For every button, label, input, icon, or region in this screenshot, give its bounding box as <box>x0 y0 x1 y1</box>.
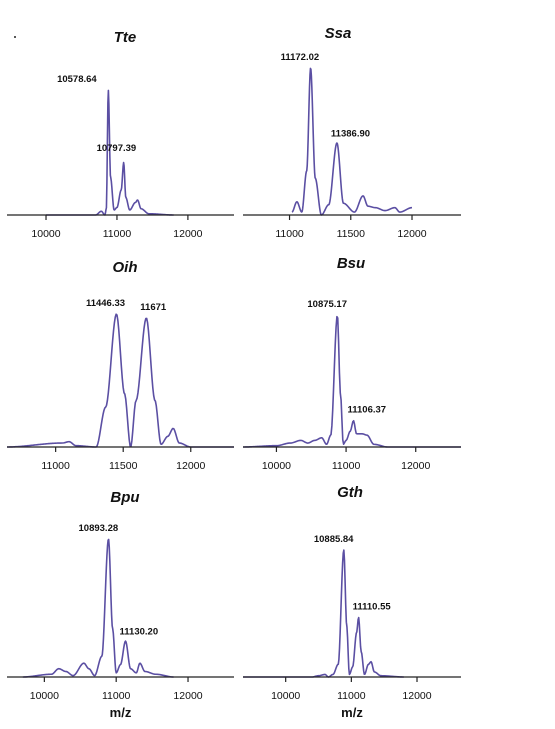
x-tick-label: 11000 <box>41 460 70 472</box>
panel-title: Ssa <box>325 25 352 42</box>
panel-title: Bpu <box>110 489 139 506</box>
x-axis-label: m/z <box>110 705 132 720</box>
x-tick-label: 11500 <box>337 228 366 240</box>
panel-title: Gth <box>337 484 363 501</box>
x-tick-label: 10000 <box>262 460 291 472</box>
spectrum-trace <box>243 315 461 448</box>
peak-label: 10893.28 <box>79 523 119 534</box>
peak-label: 11446.33 <box>86 298 125 309</box>
x-tick-label: 11500 <box>109 460 138 472</box>
spectrum-panel-gth: Gth 10000 11000 12000 10885.84 11110.55 m/z <box>242 484 461 720</box>
x-tick-label: 12000 <box>173 228 202 240</box>
peak-label: 11130.20 <box>120 627 159 638</box>
x-tick-label: 11000 <box>332 460 361 472</box>
x-tick-label: 10000 <box>271 690 300 702</box>
x-tick-label: 11000 <box>337 690 366 702</box>
panel-title: Bsu <box>337 255 365 272</box>
spectrum-trace <box>242 549 405 678</box>
stray-mark <box>14 36 16 38</box>
spectrum-panel-ssa: Ssa 11000 11500 12000 11172.02 11386.90 <box>243 25 461 240</box>
x-tick-label: 10000 <box>30 690 59 702</box>
spectrum-panel-bsu: Bsu 10000 11000 12000 10875.17 11106.37 <box>243 255 461 472</box>
x-tick-label: 10000 <box>31 228 60 240</box>
peak-label: 10797.39 <box>97 143 137 154</box>
peak-label: 11386.90 <box>331 128 370 139</box>
spectrum-trace <box>22 538 174 678</box>
peak-label: 11106.37 <box>347 405 386 416</box>
x-axis-label: m/z <box>341 705 363 720</box>
peak-label: 11110.55 <box>353 601 392 612</box>
peak-label: 11671 <box>140 302 167 313</box>
panel-title: Oih <box>113 259 138 276</box>
x-tick-label: 12000 <box>397 228 426 240</box>
x-tick-label: 12000 <box>173 690 202 702</box>
spectrum-panel-oih: Oih 11000 11500 12000 11446.33 11671 <box>7 259 234 472</box>
spectrum-trace <box>291 67 413 216</box>
x-tick-label: 11000 <box>275 228 304 240</box>
peak-label: 10578.64 <box>57 74 97 85</box>
spectrum-panel-bpu: Bpu 10000 11000 12000 10893.28 11130.20 m/z <box>7 489 234 720</box>
peak-label: 10875.17 <box>307 299 347 310</box>
spectrum-trace <box>7 313 234 448</box>
x-tick-label: 12000 <box>176 460 205 472</box>
x-tick-label: 12000 <box>401 460 430 472</box>
spectrum-panel-tte: Tte 10000 11000 12000 10578.64 10797.39 <box>7 29 234 240</box>
peak-label: 10885.84 <box>314 534 354 545</box>
x-tick-label: 11000 <box>103 228 132 240</box>
panel-title: Tte <box>114 29 137 46</box>
peak-label: 11172.02 <box>281 52 320 63</box>
x-tick-label: 12000 <box>402 690 431 702</box>
x-tick-label: 11000 <box>102 690 131 702</box>
